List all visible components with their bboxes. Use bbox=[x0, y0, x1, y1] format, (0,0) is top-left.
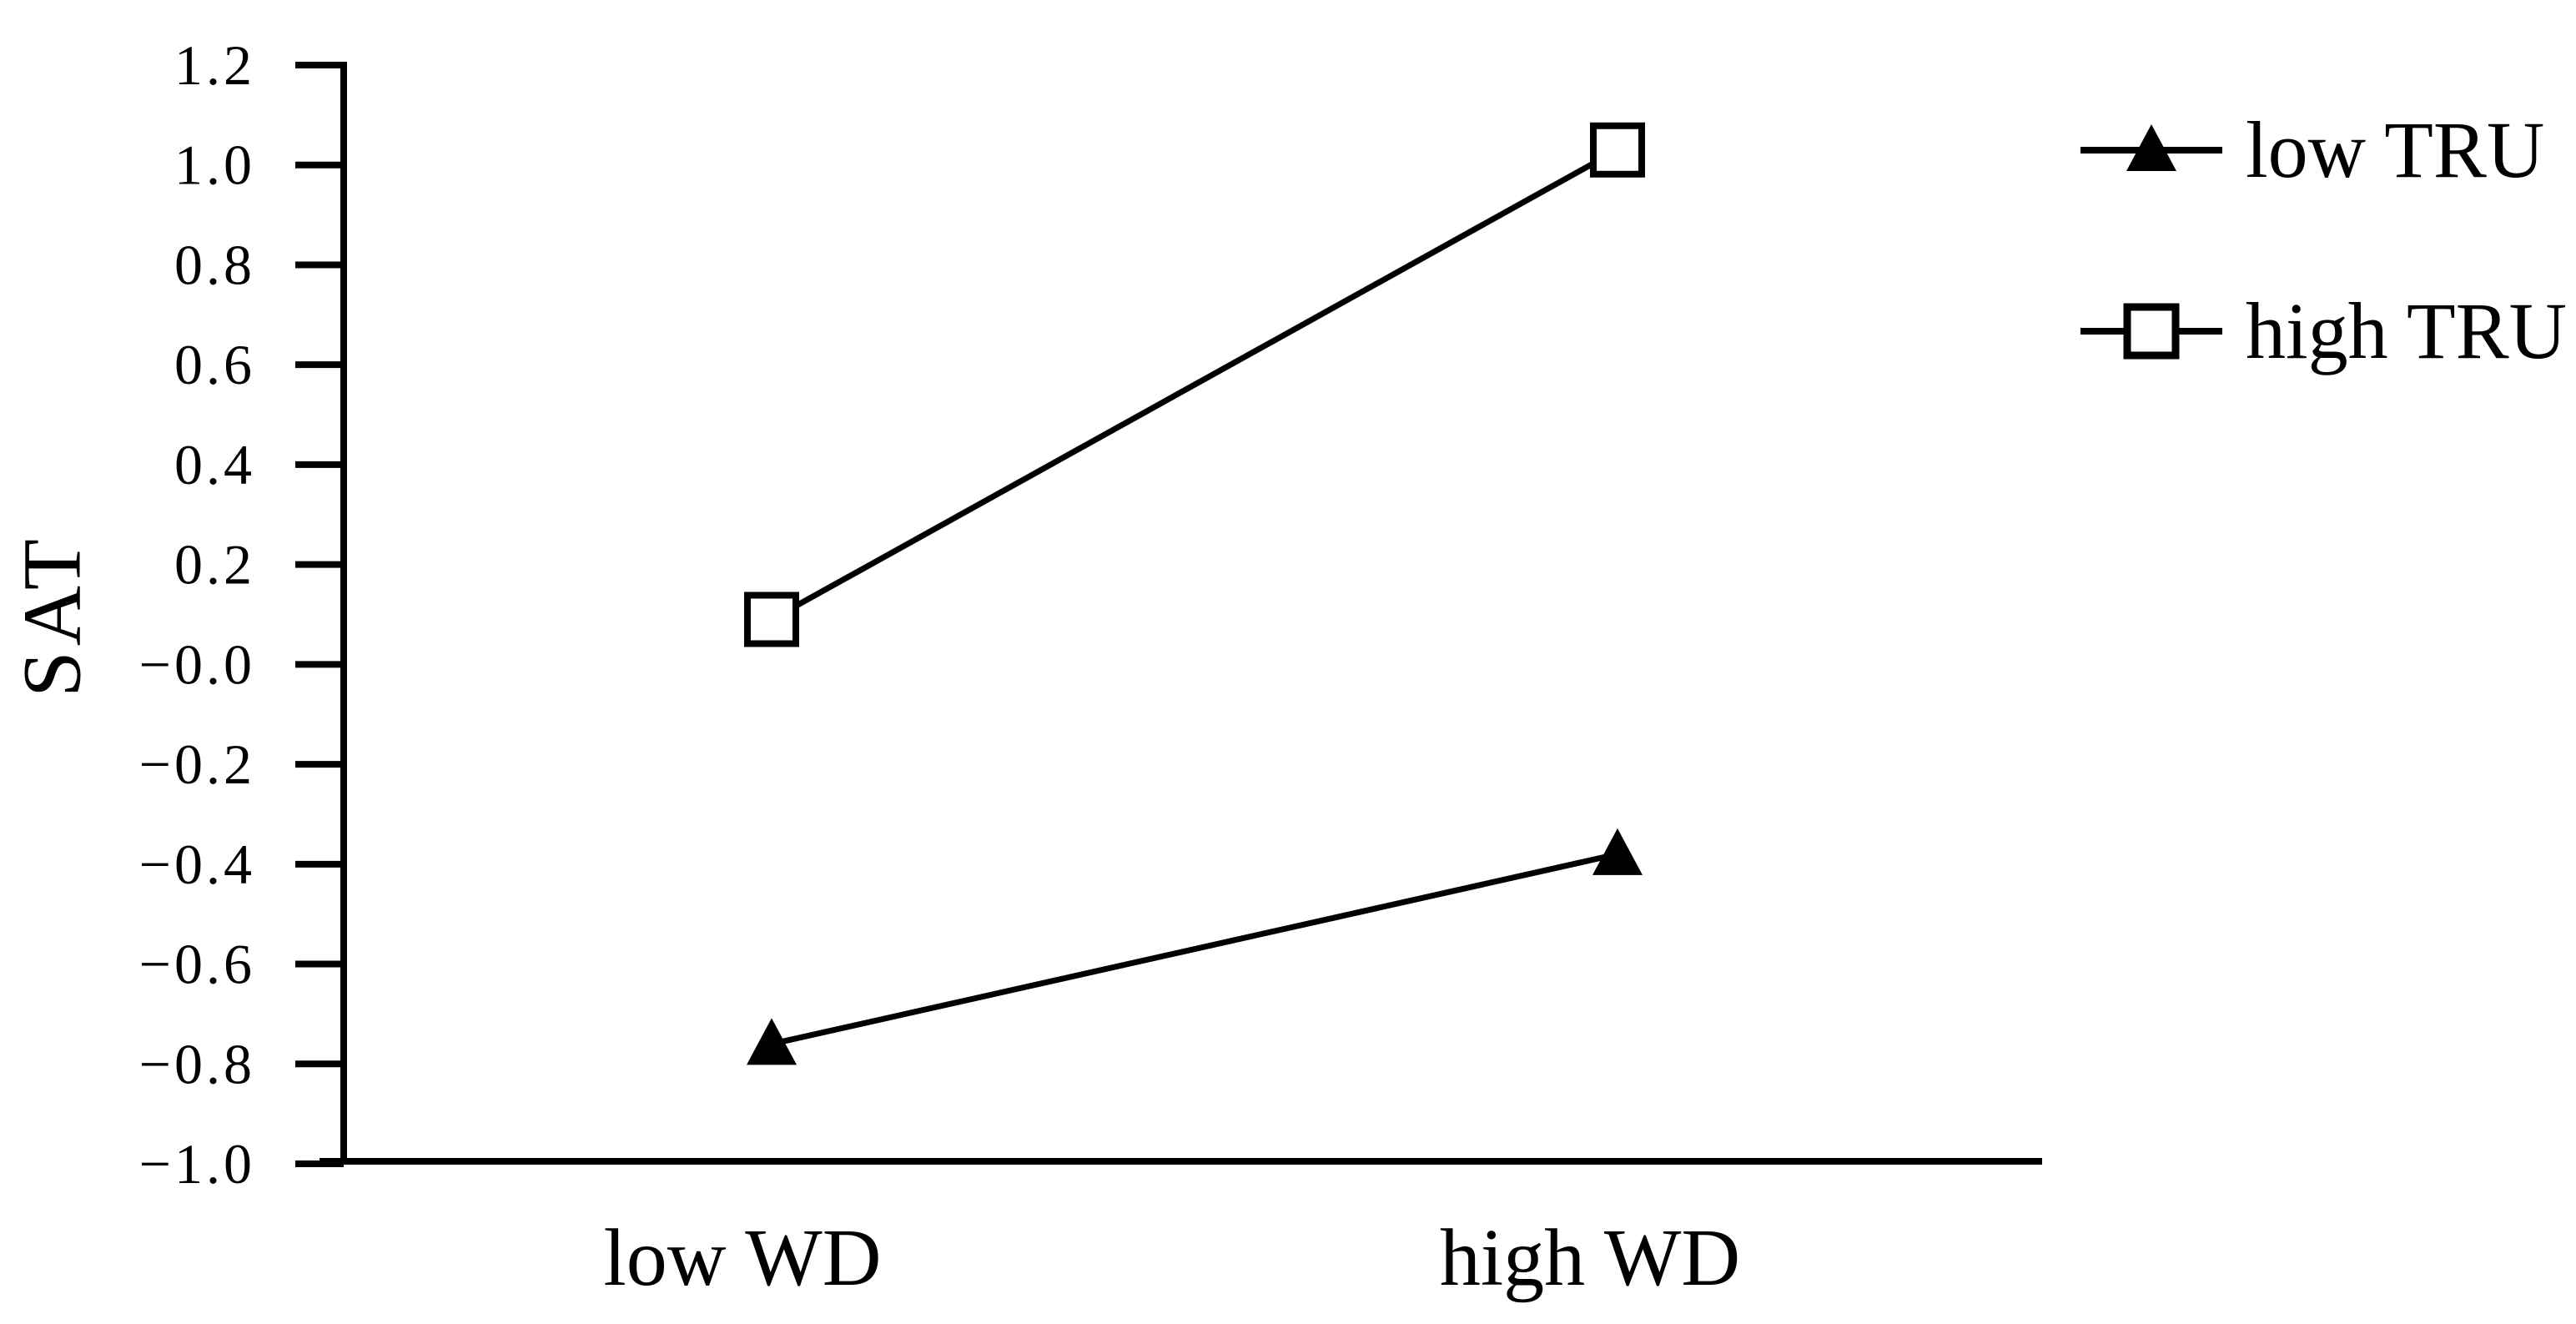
y-tick-label: −0.0 bbox=[139, 632, 255, 696]
y-tick-label: 1.0 bbox=[174, 133, 255, 197]
y-tick-label: 0.8 bbox=[174, 233, 255, 296]
marker-filled-triangle-low-TRU-1 bbox=[1592, 828, 1643, 875]
y-axis-title: SAT bbox=[5, 534, 98, 697]
legend-item-low-tru: low TRU bbox=[2079, 104, 2544, 196]
marker-open-square-high-TRU-0 bbox=[744, 592, 799, 647]
y-tick-label: 0.2 bbox=[174, 533, 255, 597]
marker-filled-triangle-low-TRU-0 bbox=[747, 1018, 797, 1065]
filled-triangle-marker-icon bbox=[2080, 124, 2222, 171]
y-tick-label: 0.6 bbox=[174, 333, 255, 396]
open-square-marker-icon bbox=[2080, 303, 2222, 360]
y-tick-label: −0.6 bbox=[139, 933, 255, 996]
y-tick-label: −1.0 bbox=[139, 1132, 255, 1196]
y-tick-label: −0.2 bbox=[139, 732, 255, 796]
y-tick-label: −0.8 bbox=[139, 1032, 255, 1095]
legend-label-high-tru: high TRU bbox=[2246, 286, 2567, 375]
y-tick-label: 1.2 bbox=[174, 33, 255, 97]
x-category-label: low WD bbox=[604, 1213, 882, 1303]
legend-item-high-tru: high TRU bbox=[2079, 285, 2567, 377]
legend-label-low-tru: low TRU bbox=[2246, 105, 2545, 194]
series-line-low-TRU bbox=[771, 851, 1618, 1047]
series-line-high-TRU bbox=[770, 147, 1619, 622]
y-tick-label: 0.4 bbox=[174, 433, 255, 496]
marker-open-square-high-TRU-1 bbox=[1590, 122, 1645, 178]
x-category-label: high WD bbox=[1440, 1213, 1740, 1303]
y-tick-label: −0.4 bbox=[139, 833, 255, 896]
